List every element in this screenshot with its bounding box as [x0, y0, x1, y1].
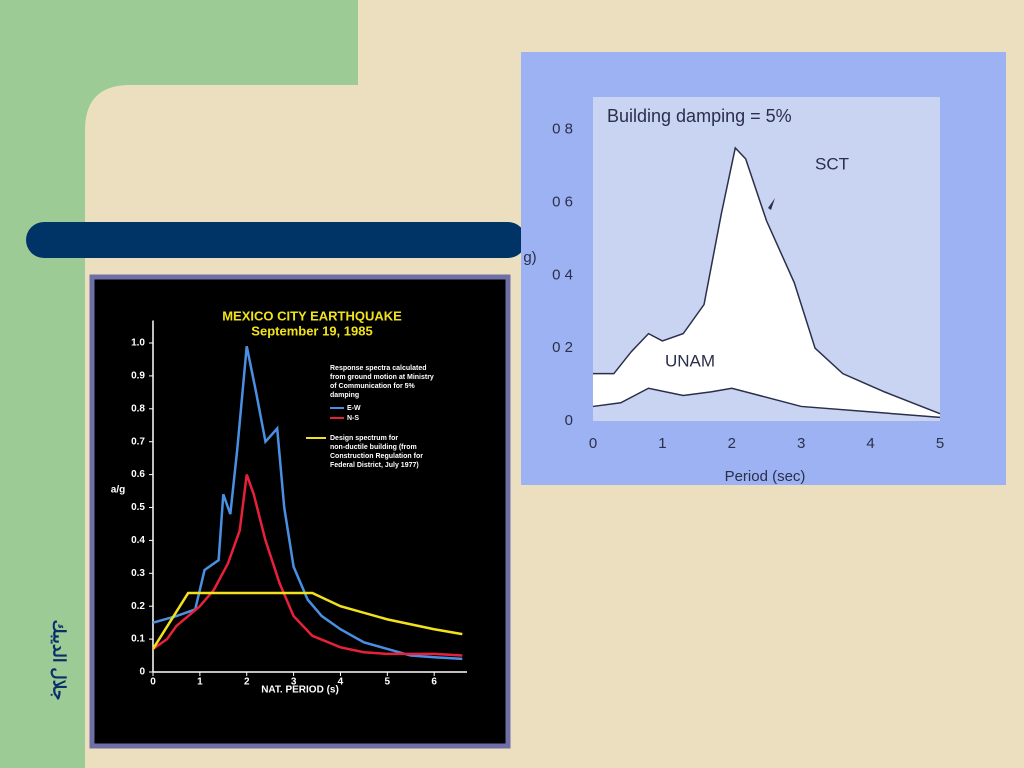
chart-frame [89, 274, 511, 749]
chart-0: MEXICO CITY EARTHQUAKE September 19, 198… [111, 308, 467, 696]
chart-title: MEXICO CITY EARTHQUAKE [222, 308, 402, 323]
chart-title: Building damping = 5% [607, 106, 792, 126]
series-line [152, 346, 463, 661]
arrow [768, 198, 775, 210]
y-tick-label: 0 8 [552, 121, 573, 138]
y-tick-label: 0.3 [131, 568, 145, 579]
y-tick-label: 0 [139, 667, 145, 678]
x-tick-label: 5 [936, 435, 944, 452]
y-tick-label: 0 6 [552, 194, 573, 211]
annotation: Response spectra calculated [330, 365, 427, 372]
y-tick-label: 0.8 [131, 403, 145, 414]
y-tick-label: 0.5 [131, 502, 145, 513]
x-tick-label: 4 [338, 677, 344, 688]
annotation: damping [330, 392, 359, 399]
y-tick-label: 0.4 [131, 535, 145, 546]
legend-label: E-W [347, 405, 361, 412]
x-label: Period (sec) [725, 468, 806, 485]
chart-1: Building damping = 5% g) Period (sec) 00… [523, 106, 944, 485]
y-tick-label: 0.9 [131, 371, 145, 382]
y-tick-label: 0.7 [131, 436, 145, 447]
x-tick-label: 0 [150, 677, 156, 688]
series-area [593, 388, 940, 421]
y-tick-label: 0 4 [552, 266, 573, 283]
side-band [0, 0, 85, 768]
annotation: of Communication for 5% [330, 383, 416, 390]
annotation: from ground motion at Ministry [330, 374, 434, 381]
annotation: SCT [815, 154, 849, 173]
series-line [151, 591, 463, 650]
y-tick-label: 0.1 [131, 634, 145, 645]
series-line [592, 387, 941, 419]
x-tick-label: 6 [431, 677, 437, 688]
series-line [152, 474, 463, 657]
x-tick-label: 1 [658, 435, 666, 452]
legend-label: Design spectrum for non-ductile building … [330, 435, 423, 469]
x-label: NAT. PERIOD (s) [261, 685, 339, 696]
series-area [593, 147, 940, 421]
corner [85, 85, 130, 130]
top-band [0, 0, 358, 85]
legend-label: N-S [347, 415, 359, 422]
y-tick-label: 0 2 [552, 339, 573, 356]
x-tick-label: 1 [197, 677, 203, 688]
author: جلال الديبك [50, 620, 69, 701]
y-label: g) [523, 249, 536, 266]
series-line [593, 146, 941, 415]
x-tick-label: 4 [866, 435, 874, 452]
x-tick-label: 2 [728, 435, 736, 452]
x-tick-label: 5 [385, 677, 391, 688]
y-tick-label: 0.2 [131, 601, 145, 612]
annotation: UNAM [665, 351, 715, 370]
x-tick-label: 3 [797, 435, 805, 452]
chart-subtitle: September 19, 1985 [251, 323, 372, 338]
y-tick-label: 1.0 [131, 338, 145, 349]
x-tick-label: 0 [589, 435, 597, 452]
y-tick-label: 0 [565, 412, 573, 429]
x-tick-label: 3 [291, 677, 297, 688]
navy-bar [26, 222, 526, 258]
y-label: a/g [111, 485, 125, 496]
y-tick-label: 0.6 [131, 469, 145, 480]
x-tick-label: 2 [244, 677, 250, 688]
